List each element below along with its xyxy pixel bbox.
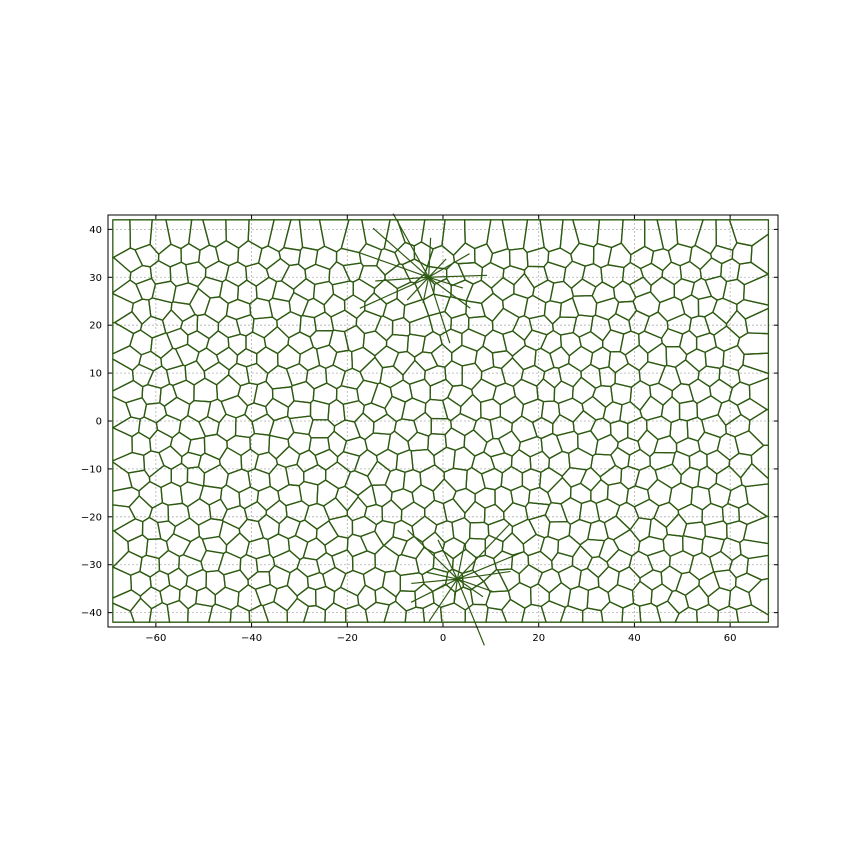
x-tick-label: 40 [628, 633, 641, 644]
voronoi-cell [748, 377, 770, 411]
voronoi-edge [422, 277, 430, 304]
voronoi-edge [428, 258, 447, 278]
voronoi-edge [411, 578, 458, 585]
voronoi-edge [372, 227, 430, 278]
voronoi-edge [426, 571, 458, 580]
y-tick-label: −20 [81, 512, 102, 523]
voronoi-edge [428, 274, 488, 278]
voronoi-edge [428, 578, 458, 622]
x-tick-label: −40 [241, 633, 262, 644]
voronoi-edge [457, 578, 484, 598]
voronoi-edge [428, 253, 470, 278]
y-axis-tick-labels: −40 −30 −20 −10 0 10 20 30 40 [81, 225, 102, 619]
voronoi-cell [750, 233, 770, 275]
y-tick-label: 0 [96, 417, 102, 428]
x-tick-label: −20 [337, 633, 358, 644]
voronoi-edge [456, 523, 511, 580]
voronoi-edge [357, 251, 429, 278]
x-tick-label: 0 [440, 633, 446, 644]
voronoi-edge [375, 276, 429, 282]
voronoi-edge [456, 543, 466, 580]
axis-ticks [108, 215, 778, 627]
voronoi-edge [437, 539, 458, 580]
voronoi-edge [392, 213, 430, 278]
x-tick-label: 20 [532, 633, 545, 644]
x-axis-tick-labels: −60 −40 −20 0 20 40 60 [145, 633, 736, 644]
y-tick-label: −30 [81, 560, 102, 571]
y-tick-label: −10 [81, 464, 102, 475]
voronoi-edge [407, 529, 458, 580]
voronoi-mesh [112, 213, 770, 646]
voronoi-cell [744, 483, 770, 518]
y-tick-label: 40 [89, 225, 102, 236]
voronoi-edge [457, 570, 511, 580]
y-tick-label: −40 [81, 608, 102, 619]
voronoi-edge [406, 276, 430, 301]
y-tick-label: 30 [89, 273, 102, 284]
voronoi-edge [428, 277, 451, 344]
voronoi-edge [428, 276, 471, 309]
voronoi-cell [728, 219, 770, 247]
voronoi-edge [457, 551, 524, 580]
y-tick-label: 20 [89, 321, 102, 332]
voronoi-cell [746, 554, 770, 581]
voronoi-edge [359, 276, 429, 309]
voronoi-edge [428, 237, 432, 278]
voronoi-edge [453, 579, 458, 603]
x-tick-label: −60 [145, 633, 166, 644]
voronoi-edge [457, 578, 493, 593]
y-tick-label: 10 [89, 369, 102, 380]
voronoi-edge [428, 276, 464, 289]
voronoi-edge [410, 578, 458, 603]
x-tick-label: 60 [724, 633, 737, 644]
voronoi-edge [456, 578, 485, 646]
